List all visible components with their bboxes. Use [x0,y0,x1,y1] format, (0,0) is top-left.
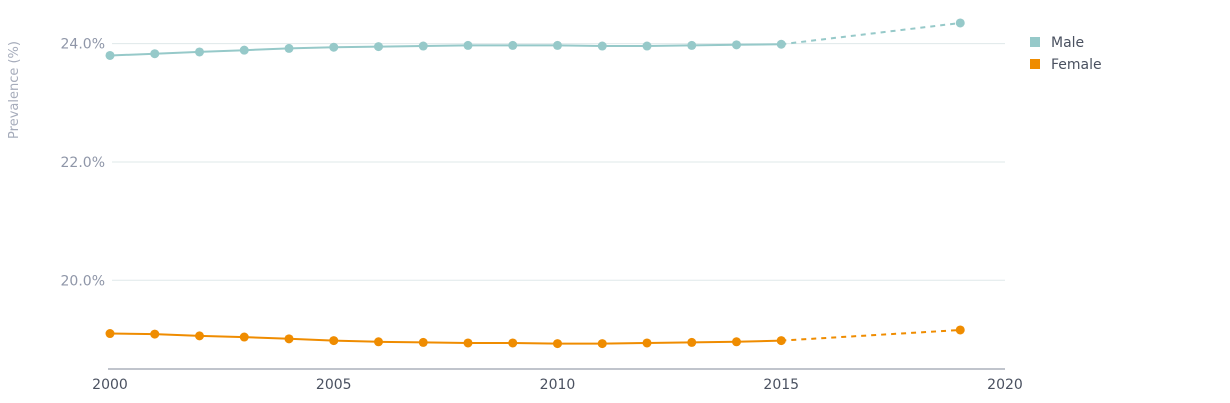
data-point-male[interactable] [105,50,115,60]
data-point-female[interactable] [150,329,160,339]
data-point-female[interactable] [732,337,741,347]
data-point-female[interactable] [508,338,518,348]
data-point-female-projected[interactable] [955,325,965,335]
series-layer [105,18,965,349]
data-point-male[interactable] [463,40,473,50]
data-point-female[interactable] [463,338,473,348]
x-tick-label: 2020 [987,377,1023,393]
data-point-male[interactable] [732,40,741,50]
data-point-male[interactable] [374,42,383,52]
data-point-female[interactable] [687,337,697,347]
data-point-male[interactable] [150,49,160,59]
x-tick-label: 2000 [92,377,128,393]
data-point-female[interactable] [239,332,249,342]
data-point-male[interactable] [642,41,652,51]
series-line-male [109,43,782,57]
series-line-female [109,332,782,345]
data-point-male-projected[interactable] [955,18,965,28]
y-tick-label: 24.0% [61,37,105,53]
x-axis: 2000 2005 2010 2015 2020 [92,368,1023,393]
data-point-male[interactable] [239,45,249,55]
legend: Male Female [1030,35,1102,73]
x-tick-label: 2005 [316,377,352,393]
y-tick-label: 22.0% [61,155,105,171]
series-projection-female [781,329,961,342]
data-point-male[interactable] [687,40,697,50]
legend-swatch-female [1030,59,1040,69]
data-point-male[interactable] [776,39,786,49]
data-point-female[interactable] [597,339,607,349]
legend-swatch-male [1030,37,1040,47]
x-tick-label: 2010 [540,377,576,393]
data-point-female[interactable] [284,334,294,344]
data-point-female[interactable] [374,337,383,347]
gridlines [112,43,1005,281]
data-point-male[interactable] [418,41,428,51]
data-point-female[interactable] [553,339,562,349]
y-axis-title: Prevalence (%) [7,41,22,139]
data-point-female[interactable] [329,336,339,346]
data-point-male[interactable] [508,40,518,50]
data-point-female[interactable] [195,331,204,341]
data-point-female[interactable] [105,329,115,339]
legend-item-male[interactable]: Male [1030,35,1084,51]
data-point-female[interactable] [418,337,428,347]
series-male [105,18,965,60]
data-point-female[interactable] [642,338,652,348]
series-projection-male [781,22,961,46]
data-point-male[interactable] [284,43,294,53]
data-point-male[interactable] [329,42,339,52]
x-tick-label: 2015 [763,377,799,393]
data-point-female[interactable] [776,336,786,346]
legend-item-female[interactable]: Female [1030,57,1102,73]
data-point-male[interactable] [597,41,607,51]
legend-label-female: Female [1051,57,1102,73]
data-point-male[interactable] [553,40,562,50]
data-point-male[interactable] [195,47,204,57]
series-female [105,325,965,349]
y-tick-label: 20.0% [61,273,105,289]
y-axis-ticks: 20.0% 22.0% 24.0% [61,37,105,290]
legend-label-male: Male [1051,35,1084,51]
